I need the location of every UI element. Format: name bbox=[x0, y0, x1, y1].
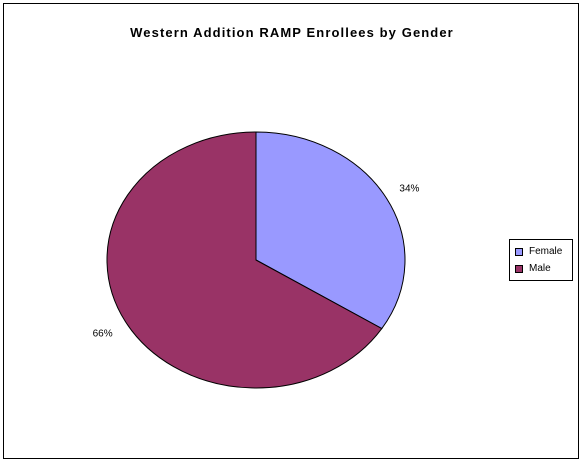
legend: Female Male bbox=[509, 239, 573, 281]
pie-slice-female bbox=[255, 131, 406, 330]
data-label-male: 66% bbox=[93, 328, 113, 339]
pie-chart: 34% 66% bbox=[93, 131, 420, 389]
data-label-female: 34% bbox=[399, 184, 419, 195]
legend-label-male: Male bbox=[529, 263, 551, 274]
legend-swatch-male bbox=[515, 264, 523, 273]
legend-item-male: Male bbox=[515, 261, 572, 276]
chart-frame: Western Addition RAMP Enrollees by Gende… bbox=[3, 3, 579, 459]
pie-slice-male bbox=[106, 131, 383, 389]
legend-swatch-female bbox=[515, 247, 523, 256]
chart-title: Western Addition RAMP Enrollees by Gende… bbox=[130, 25, 454, 40]
legend-item-female: Female bbox=[515, 244, 572, 259]
legend-label-female: Female bbox=[529, 246, 563, 257]
